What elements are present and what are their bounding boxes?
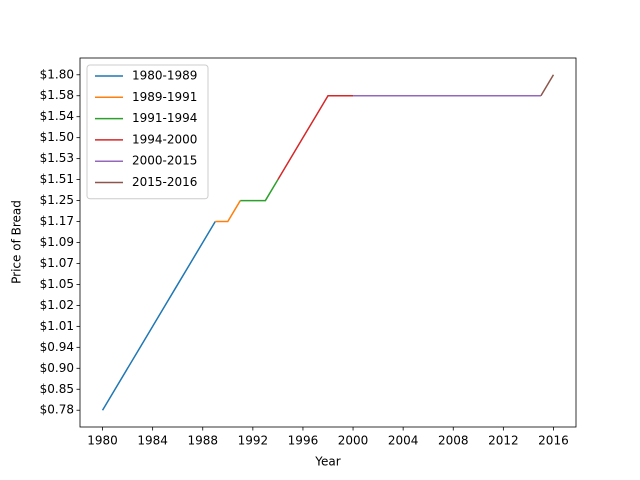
x-axis-label: Year [314, 455, 340, 469]
x-tick-label: 2000 [338, 434, 369, 448]
line [540, 74, 555, 97]
y-tick-label: $1.25 [40, 193, 74, 207]
x-tick-label: 1988 [187, 434, 218, 448]
line [101, 221, 216, 411]
y-tick-label: $0.90 [40, 361, 74, 375]
x-tick-label: 2008 [438, 434, 469, 448]
x-tick-label: 1992 [238, 434, 269, 448]
x-tick-label: 1980 [87, 434, 118, 448]
x-tick-label: 2012 [488, 434, 519, 448]
legend-label: 1994-2000 [132, 132, 197, 146]
legend: 1980-1989 1989-1991 1991-1994 1994-2000 2000… [86, 64, 209, 200]
legend-label: 1989-1991 [132, 90, 197, 104]
y-tick-label: $1.17 [40, 214, 74, 228]
y-tick-label: $0.78 [40, 403, 74, 417]
y-tick-label: $1.05 [40, 277, 74, 291]
y-tick-label: $1.80 [40, 67, 74, 81]
y-tick-label: $1.50 [40, 130, 74, 144]
line [240, 179, 279, 202]
x-tick-label: 2016 [538, 434, 569, 448]
y-tick-label: $1.58 [40, 88, 74, 102]
legend-label: 1980-1989 [132, 69, 197, 83]
y-tick-label: $1.07 [40, 256, 74, 270]
legend-label: 2015-2016 [132, 175, 197, 189]
legend-box [86, 64, 209, 200]
x-tick-label: 1984 [137, 434, 168, 448]
line [277, 94, 354, 180]
line [215, 200, 241, 223]
legend-label: 1991-1994 [132, 111, 197, 125]
y-tick-label: $1.51 [40, 172, 74, 186]
y-tick-label: $0.85 [40, 382, 74, 396]
y-tick-label: $1.01 [40, 319, 74, 333]
y-tick-label: $1.54 [40, 109, 74, 123]
x-tick-label: 2004 [388, 434, 419, 448]
y-tick-label: $1.53 [40, 151, 74, 165]
axes-frame [79, 57, 577, 428]
legend-label: 2000-2015 [132, 154, 197, 168]
y-tick-label: $1.09 [40, 235, 74, 249]
y-tick-label: $1.02 [40, 298, 74, 312]
y-axis-label: Price of Bread [10, 200, 24, 284]
x-tick-label: 1996 [288, 434, 319, 448]
y-tick-label: $0.94 [40, 340, 74, 354]
